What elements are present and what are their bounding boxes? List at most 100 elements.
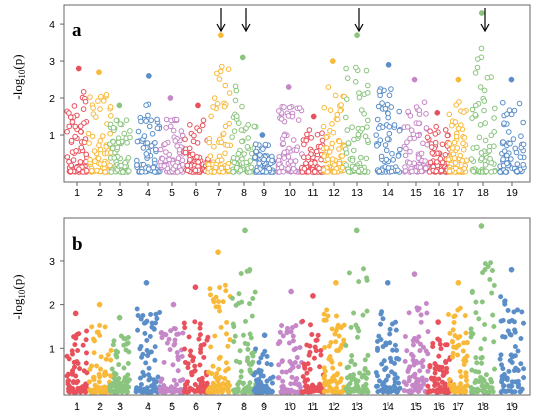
data-point xyxy=(235,381,241,387)
data-point xyxy=(346,388,352,394)
x-tick-label: 6 xyxy=(193,187,199,199)
data-point xyxy=(463,157,470,164)
data-point xyxy=(111,155,118,161)
data-point xyxy=(500,317,506,323)
data-point xyxy=(102,371,108,377)
data-point xyxy=(486,384,492,390)
data-point xyxy=(206,369,212,375)
data-point xyxy=(423,111,429,117)
data-point xyxy=(308,135,315,141)
data-point xyxy=(133,387,139,393)
data-point xyxy=(470,168,477,175)
data-point xyxy=(401,388,407,394)
data-point xyxy=(215,378,221,384)
data-point xyxy=(71,364,77,370)
data-point xyxy=(180,377,186,383)
data-point xyxy=(264,353,270,359)
data-point xyxy=(186,145,193,152)
data-point xyxy=(247,369,253,375)
data-point xyxy=(365,352,371,358)
data-point xyxy=(395,388,401,394)
data-point xyxy=(80,388,86,394)
data-point xyxy=(505,307,511,313)
panel-b-x-ticks: 1 2 3 4 5 6 7 8 9 10 11 12 13 14 15 16 17 18 19 xyxy=(74,401,518,413)
data-point xyxy=(504,377,510,383)
data-point xyxy=(139,169,145,175)
data-point xyxy=(491,115,497,121)
data-point xyxy=(144,318,150,324)
data-point xyxy=(507,140,513,147)
data-point xyxy=(337,361,343,367)
data-point xyxy=(174,382,180,388)
data-point xyxy=(446,168,453,175)
data-point xyxy=(293,346,299,352)
data-point xyxy=(192,319,198,325)
data-point xyxy=(278,164,285,170)
data-point xyxy=(225,343,231,349)
data-point xyxy=(394,347,400,353)
data-point xyxy=(473,102,479,109)
data-point xyxy=(482,267,488,273)
data-point xyxy=(505,328,511,334)
data-point xyxy=(521,375,527,381)
data-point xyxy=(197,321,203,327)
data-point xyxy=(476,316,482,322)
data-point xyxy=(492,105,498,112)
data-point xyxy=(305,168,312,175)
data-point xyxy=(446,140,453,147)
data-point xyxy=(277,339,283,345)
data-point xyxy=(463,330,469,336)
data-point xyxy=(355,131,362,138)
data-point xyxy=(176,147,183,153)
data-point xyxy=(205,387,211,393)
data-point xyxy=(184,167,191,174)
chromosome-10-points xyxy=(275,84,305,175)
data-point xyxy=(423,301,429,307)
data-point xyxy=(208,113,214,120)
data-point xyxy=(161,163,168,169)
lead-point xyxy=(285,84,292,90)
x-tick-label: 9 xyxy=(261,187,267,199)
x-tick-label: 16 xyxy=(433,187,445,199)
data-point xyxy=(218,383,224,389)
data-point xyxy=(520,161,527,168)
data-point xyxy=(457,334,463,340)
data-point xyxy=(388,359,394,365)
data-point xyxy=(343,150,350,156)
data-point xyxy=(141,133,148,139)
data-point xyxy=(118,162,124,169)
data-point xyxy=(336,138,343,145)
data-point xyxy=(143,360,149,366)
data-point xyxy=(464,340,470,346)
data-point xyxy=(81,139,88,146)
data-point xyxy=(386,130,393,137)
x-tick-label: 1 xyxy=(74,187,80,199)
data-point xyxy=(317,364,323,370)
chromosome-9-points xyxy=(251,332,276,395)
data-point xyxy=(68,114,74,120)
data-point xyxy=(314,131,321,138)
data-point xyxy=(285,166,291,172)
data-point xyxy=(488,132,495,139)
data-point xyxy=(481,98,488,104)
x-tick-label: 11 xyxy=(308,401,319,413)
data-point xyxy=(152,344,158,350)
data-point xyxy=(146,365,152,371)
data-point xyxy=(244,268,250,274)
data-point xyxy=(108,169,115,175)
data-point xyxy=(305,154,311,160)
data-point xyxy=(512,344,518,350)
lead-point xyxy=(455,76,462,83)
data-point xyxy=(297,384,303,390)
data-point xyxy=(388,168,395,175)
data-point xyxy=(232,389,238,395)
data-point xyxy=(352,165,359,171)
data-point xyxy=(300,318,306,324)
data-point xyxy=(64,154,71,160)
data-point xyxy=(212,333,218,339)
data-point xyxy=(239,138,245,145)
data-point xyxy=(376,88,383,94)
data-point xyxy=(304,131,310,138)
data-point xyxy=(69,388,75,394)
data-point xyxy=(433,123,440,130)
